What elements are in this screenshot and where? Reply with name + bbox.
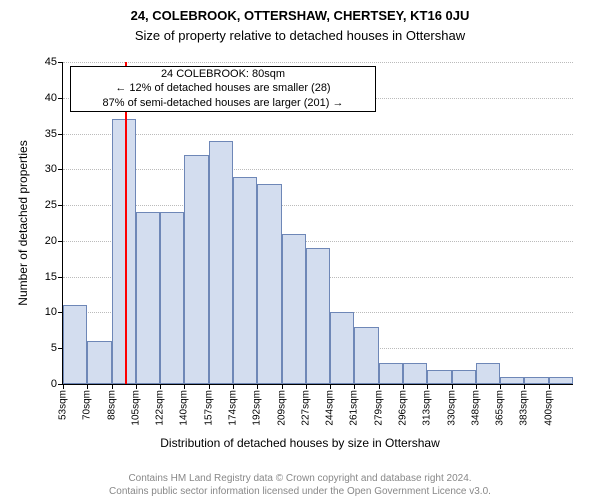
ytick-label: 35 xyxy=(45,128,63,140)
xtick-mark xyxy=(524,384,525,389)
xtick-label: 400sqm xyxy=(543,390,554,426)
gridline xyxy=(63,205,573,206)
histogram-bar xyxy=(184,155,208,384)
xtick-mark xyxy=(354,384,355,389)
ytick-label: 20 xyxy=(45,235,63,247)
ytick-label: 10 xyxy=(45,306,63,318)
xtick-label: 330sqm xyxy=(446,390,457,426)
gridline xyxy=(63,62,573,63)
xtick-mark xyxy=(184,384,185,389)
ytick-label: 15 xyxy=(45,271,63,283)
xtick-label: 88sqm xyxy=(106,390,117,420)
histogram-bar xyxy=(524,377,548,384)
annotation-line: 24 COLEBROOK: 80sqm xyxy=(71,67,375,81)
footer-text: Contains HM Land Registry data © Crown c… xyxy=(0,472,600,498)
histogram-bar xyxy=(87,341,111,384)
xtick-mark xyxy=(427,384,428,389)
xtick-label: 140sqm xyxy=(179,390,190,426)
chart-title-line2: Size of property relative to detached ho… xyxy=(0,28,600,43)
histogram-bar xyxy=(209,141,233,384)
xtick-mark xyxy=(403,384,404,389)
gridline xyxy=(63,134,573,135)
xtick-label: 365sqm xyxy=(495,390,506,426)
histogram-bar xyxy=(112,119,136,384)
histogram-bar xyxy=(257,184,281,384)
xtick-label: 157sqm xyxy=(203,390,214,426)
xtick-mark xyxy=(112,384,113,389)
xtick-label: 383sqm xyxy=(519,390,530,426)
histogram-bar xyxy=(500,377,524,384)
xtick-label: 174sqm xyxy=(228,390,239,426)
histogram-bar xyxy=(549,377,573,384)
xtick-mark xyxy=(209,384,210,389)
xtick-mark xyxy=(160,384,161,389)
histogram-bar xyxy=(306,248,330,384)
annotation-line: 87% of semi-detached houses are larger (… xyxy=(71,96,375,110)
histogram-bar xyxy=(63,305,87,384)
xtick-label: 296sqm xyxy=(398,390,409,426)
xtick-label: 122sqm xyxy=(155,390,166,426)
histogram-bar xyxy=(354,327,378,384)
histogram-bar xyxy=(330,312,354,384)
xtick-mark xyxy=(282,384,283,389)
xtick-label: 348sqm xyxy=(470,390,481,426)
xtick-label: 261sqm xyxy=(349,390,360,426)
xtick-label: 313sqm xyxy=(422,390,433,426)
ytick-label: 45 xyxy=(45,56,63,68)
xtick-label: 209sqm xyxy=(276,390,287,426)
x-axis-label: Distribution of detached houses by size … xyxy=(0,436,600,450)
xtick-mark xyxy=(87,384,88,389)
histogram-bar xyxy=(476,363,500,384)
xtick-mark xyxy=(136,384,137,389)
xtick-mark xyxy=(549,384,550,389)
footer-line1: Contains HM Land Registry data © Crown c… xyxy=(0,472,600,485)
histogram-bar xyxy=(233,177,257,385)
annotation-box: 24 COLEBROOK: 80sqm← 12% of detached hou… xyxy=(70,66,376,112)
histogram-bar xyxy=(427,370,451,384)
histogram-bar xyxy=(136,212,160,384)
xtick-label: 227sqm xyxy=(300,390,311,426)
xtick-mark xyxy=(500,384,501,389)
histogram-bar xyxy=(403,363,427,384)
xtick-mark xyxy=(306,384,307,389)
xtick-mark xyxy=(476,384,477,389)
histogram-bar xyxy=(379,363,403,384)
ytick-label: 0 xyxy=(51,378,63,390)
xtick-label: 244sqm xyxy=(325,390,336,426)
xtick-label: 105sqm xyxy=(130,390,141,426)
xtick-label: 279sqm xyxy=(373,390,384,426)
ytick-label: 5 xyxy=(51,342,63,354)
histogram-bar xyxy=(452,370,476,384)
y-axis-label: Number of detached properties xyxy=(16,62,30,384)
histogram-bar xyxy=(282,234,306,384)
chart-title-line1: 24, COLEBROOK, OTTERSHAW, CHERTSEY, KT16… xyxy=(0,8,600,23)
ytick-label: 25 xyxy=(45,199,63,211)
footer-line2: Contains public sector information licen… xyxy=(0,485,600,498)
chart-container: 24, COLEBROOK, OTTERSHAW, CHERTSEY, KT16… xyxy=(0,0,600,500)
xtick-mark xyxy=(379,384,380,389)
gridline xyxy=(63,169,573,170)
xtick-mark xyxy=(330,384,331,389)
xtick-mark xyxy=(233,384,234,389)
xtick-label: 53sqm xyxy=(58,390,69,420)
xtick-label: 192sqm xyxy=(252,390,263,426)
xtick-mark xyxy=(257,384,258,389)
xtick-mark xyxy=(63,384,64,389)
histogram-bar xyxy=(160,212,184,384)
xtick-label: 70sqm xyxy=(82,390,93,420)
ytick-label: 40 xyxy=(45,92,63,104)
xtick-mark xyxy=(452,384,453,389)
ytick-label: 30 xyxy=(45,163,63,175)
annotation-line: ← 12% of detached houses are smaller (28… xyxy=(71,81,375,95)
